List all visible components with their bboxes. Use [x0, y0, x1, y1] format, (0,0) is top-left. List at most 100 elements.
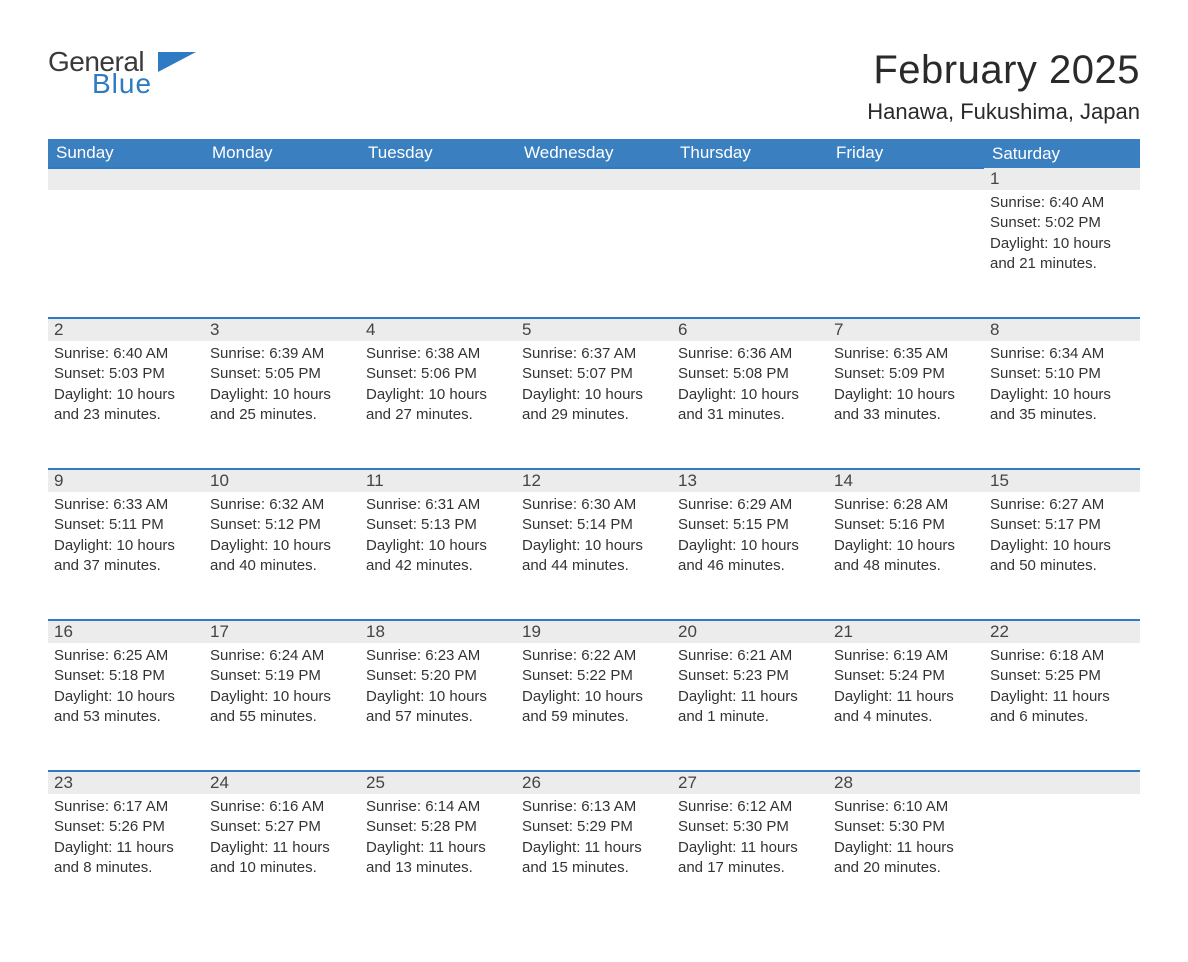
sunset-line: Sunset: 5:07 PM — [522, 364, 666, 384]
sunrise-line: Sunrise: 6:33 AM — [54, 495, 198, 515]
day-number: 26 — [516, 771, 672, 794]
day-number: 27 — [672, 771, 828, 794]
weekday-header-row: SundayMondayTuesdayWednesdayThursdayFrid… — [48, 139, 1140, 168]
sunset-line: Sunset: 5:02 PM — [990, 213, 1134, 233]
weekday-header: Thursday — [672, 139, 828, 168]
sunset-line: Sunset: 5:30 PM — [678, 817, 822, 837]
empty-cell — [48, 168, 204, 190]
sunrise-line: Sunrise: 6:28 AM — [834, 495, 978, 515]
day-info-row: Sunrise: 6:40 AMSunset: 5:02 PMDaylight:… — [48, 190, 1140, 318]
sunset-line: Sunset: 5:19 PM — [210, 666, 354, 686]
weekday-header: Saturday — [984, 139, 1140, 168]
day-cell: Sunrise: 6:40 AMSunset: 5:02 PMDaylight:… — [984, 190, 1140, 318]
daylight-line: Daylight: 11 hours and 6 minutes. — [990, 687, 1134, 728]
day-number: 14 — [828, 469, 984, 492]
day-number: 22 — [984, 620, 1140, 643]
daylight-line: Daylight: 11 hours and 20 minutes. — [834, 838, 978, 879]
sunrise-line: Sunrise: 6:37 AM — [522, 344, 666, 364]
sunrise-line: Sunrise: 6:21 AM — [678, 646, 822, 666]
day-cell: Sunrise: 6:38 AMSunset: 5:06 PMDaylight:… — [360, 341, 516, 469]
day-number: 23 — [48, 771, 204, 794]
sunset-line: Sunset: 5:22 PM — [522, 666, 666, 686]
day-cell: Sunrise: 6:33 AMSunset: 5:11 PMDaylight:… — [48, 492, 204, 620]
daylight-line: Daylight: 11 hours and 13 minutes. — [366, 838, 510, 879]
sunset-line: Sunset: 5:16 PM — [834, 515, 978, 535]
empty-cell — [672, 190, 828, 318]
weekday-header: Wednesday — [516, 139, 672, 168]
day-info-row: Sunrise: 6:33 AMSunset: 5:11 PMDaylight:… — [48, 492, 1140, 620]
daylight-line: Daylight: 10 hours and 31 minutes. — [678, 385, 822, 426]
day-cell: Sunrise: 6:12 AMSunset: 5:30 PMDaylight:… — [672, 794, 828, 922]
daylight-line: Daylight: 11 hours and 8 minutes. — [54, 838, 198, 879]
daylight-line: Daylight: 10 hours and 21 minutes. — [990, 234, 1134, 275]
day-cell: Sunrise: 6:24 AMSunset: 5:19 PMDaylight:… — [204, 643, 360, 771]
calendar-page: General Blue February 2025 Hanawa, Fukus… — [0, 0, 1188, 962]
sunrise-line: Sunrise: 6:39 AM — [210, 344, 354, 364]
day-info-row: Sunrise: 6:40 AMSunset: 5:03 PM Daylight:… — [48, 341, 1140, 469]
empty-cell — [516, 190, 672, 318]
sunrise-line: Sunrise: 6:18 AM — [990, 646, 1134, 666]
day-cell: Sunrise: 6:36 AMSunset: 5:08 PMDaylight:… — [672, 341, 828, 469]
sunset-line: Sunset: 5:27 PM — [210, 817, 354, 837]
daylight-line: Daylight: 11 hours and 4 minutes. — [834, 687, 978, 728]
day-number: 9 — [48, 469, 204, 492]
day-cell: Sunrise: 6:18 AMSunset: 5:25 PMDaylight:… — [984, 643, 1140, 771]
brand-logo: General Blue — [48, 48, 196, 98]
sunset-line: Sunset: 5:26 PM — [54, 817, 198, 837]
day-number: 19 — [516, 620, 672, 643]
sunset-line: Sunset: 5:30 PM — [834, 817, 978, 837]
day-cell: Sunrise: 6:31 AMSunset: 5:13 PMDaylight:… — [360, 492, 516, 620]
logo-text-blue: Blue — [92, 70, 152, 98]
empty-cell — [204, 190, 360, 318]
sunset-line: Sunset: 5:06 PM — [366, 364, 510, 384]
daylight-line: Daylight: 10 hours and 35 minutes. — [990, 385, 1134, 426]
day-cell: Sunrise: 6:39 AMSunset: 5:05 PMDaylight:… — [204, 341, 360, 469]
sunrise-line: Sunrise: 6:40 AM — [54, 344, 198, 364]
day-number: 10 — [204, 469, 360, 492]
sunrise-line: Sunrise: 6:36 AM — [678, 344, 822, 364]
location-subtitle: Hanawa, Fukushima, Japan — [867, 99, 1140, 125]
day-cell: Sunrise: 6:21 AMSunset: 5:23 PMDaylight:… — [672, 643, 828, 771]
day-number-row: 1 — [48, 168, 1140, 190]
day-info-row: Sunrise: 6:17 AMSunset: 5:26 PMDaylight:… — [48, 794, 1140, 922]
empty-cell — [984, 794, 1140, 922]
sunset-line: Sunset: 5:20 PM — [366, 666, 510, 686]
sunrise-line: Sunrise: 6:38 AM — [366, 344, 510, 364]
daylight-line: Daylight: 10 hours and 55 minutes. — [210, 687, 354, 728]
daylight-line: Daylight: 10 hours and 59 minutes. — [522, 687, 666, 728]
sunrise-line: Sunrise: 6:14 AM — [366, 797, 510, 817]
sunrise-line: Sunrise: 6:40 AM — [990, 193, 1134, 213]
sunrise-line: Sunrise: 6:22 AM — [522, 646, 666, 666]
daylight-line: Daylight: 10 hours and 48 minutes. — [834, 536, 978, 577]
sunset-line: Sunset: 5:03 PM — [54, 364, 198, 384]
empty-cell — [672, 168, 828, 190]
sunrise-line: Sunrise: 6:19 AM — [834, 646, 978, 666]
day-number: 16 — [48, 620, 204, 643]
weekday-header: Friday — [828, 139, 984, 168]
day-number: 15 — [984, 469, 1140, 492]
day-number-row: 9101112131415 — [48, 469, 1140, 492]
sunrise-line: Sunrise: 6:12 AM — [678, 797, 822, 817]
sunrise-line: Sunrise: 6:31 AM — [366, 495, 510, 515]
daylight-line: Daylight: 10 hours and 33 minutes. — [834, 385, 978, 426]
day-cell: Sunrise: 6:32 AMSunset: 5:12 PMDaylight:… — [204, 492, 360, 620]
sunrise-line: Sunrise: 6:23 AM — [366, 646, 510, 666]
day-number: 3 — [204, 318, 360, 341]
day-cell: Sunrise: 6:19 AMSunset: 5:24 PMDaylight:… — [828, 643, 984, 771]
day-number: 2 — [48, 318, 204, 341]
sunset-line: Sunset: 5:14 PM — [522, 515, 666, 535]
day-cell: Sunrise: 6:30 AMSunset: 5:14 PMDaylight:… — [516, 492, 672, 620]
sunrise-line: Sunrise: 6:25 AM — [54, 646, 198, 666]
sunset-line: Sunset: 5:10 PM — [990, 364, 1134, 384]
daylight-line: Daylight: 10 hours and 25 minutes. — [210, 385, 354, 426]
day-info-row: Sunrise: 6:25 AMSunset: 5:18 PMDaylight:… — [48, 643, 1140, 771]
sunset-line: Sunset: 5:09 PM — [834, 364, 978, 384]
empty-cell — [360, 190, 516, 318]
daylight-line: Daylight: 10 hours and 42 minutes. — [366, 536, 510, 577]
daylight-line: Daylight: 11 hours and 15 minutes. — [522, 838, 666, 879]
sunset-line: Sunset: 5:05 PM — [210, 364, 354, 384]
day-cell: Sunrise: 6:34 AMSunset: 5:10 PMDaylight:… — [984, 341, 1140, 469]
daylight-line: Daylight: 10 hours and 37 minutes. — [54, 536, 198, 577]
sunrise-line: Sunrise: 6:24 AM — [210, 646, 354, 666]
sunset-line: Sunset: 5:29 PM — [522, 817, 666, 837]
